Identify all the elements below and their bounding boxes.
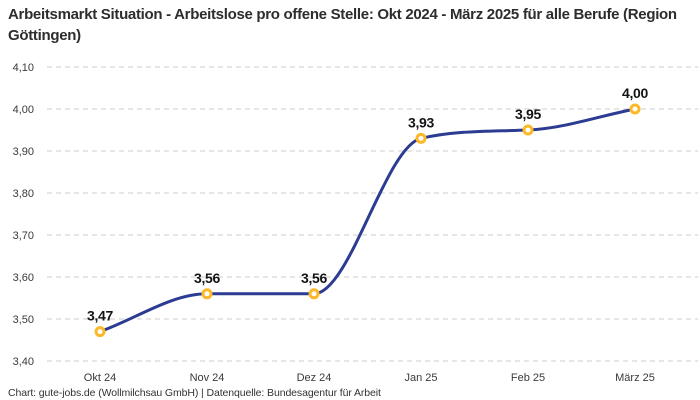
data-point-label: 4,00 bbox=[622, 85, 649, 101]
chart-title: Arbeitsmarkt Situation - Arbeitslose pro… bbox=[8, 6, 677, 44]
x-axis-tick-label: Dez 24 bbox=[297, 372, 332, 384]
data-point-label: 3,93 bbox=[408, 114, 435, 130]
y-axis-tick-label: 3,80 bbox=[13, 188, 34, 200]
x-axis-tick-label: Feb 25 bbox=[511, 372, 545, 384]
y-axis-tick-label: 4,00 bbox=[13, 104, 34, 116]
y-axis-tick-label: 3,70 bbox=[13, 230, 34, 242]
y-axis-tick-label: 3,90 bbox=[13, 146, 34, 158]
x-axis-tick-label: März 25 bbox=[615, 372, 655, 384]
data-point-marker bbox=[201, 288, 213, 300]
y-axis-tick-label: 3,50 bbox=[13, 314, 34, 326]
y-axis-tick-label: 3,40 bbox=[13, 356, 34, 368]
data-point-marker bbox=[94, 326, 106, 338]
data-point-label: 3,47 bbox=[87, 308, 114, 324]
data-point-label: 3,95 bbox=[515, 106, 542, 122]
data-point-marker bbox=[522, 124, 534, 136]
chart-attribution: Chart: gute-jobs.de (Wollmilchsau GmbH) … bbox=[8, 387, 381, 399]
x-axis-tick-label: Jan 25 bbox=[404, 372, 437, 384]
data-point-label: 3,56 bbox=[301, 270, 328, 286]
y-axis-tick-label: 4,10 bbox=[13, 62, 34, 74]
data-point-label: 3,56 bbox=[194, 270, 221, 286]
y-axis-tick-label: 3,60 bbox=[13, 272, 34, 284]
data-point-marker bbox=[415, 132, 427, 144]
trend-line bbox=[98, 107, 637, 334]
x-axis-tick-label: Nov 24 bbox=[190, 372, 225, 384]
x-axis-tick-label: Okt 24 bbox=[84, 372, 116, 384]
data-point-marker bbox=[629, 103, 641, 115]
data-point-marker bbox=[308, 288, 320, 300]
